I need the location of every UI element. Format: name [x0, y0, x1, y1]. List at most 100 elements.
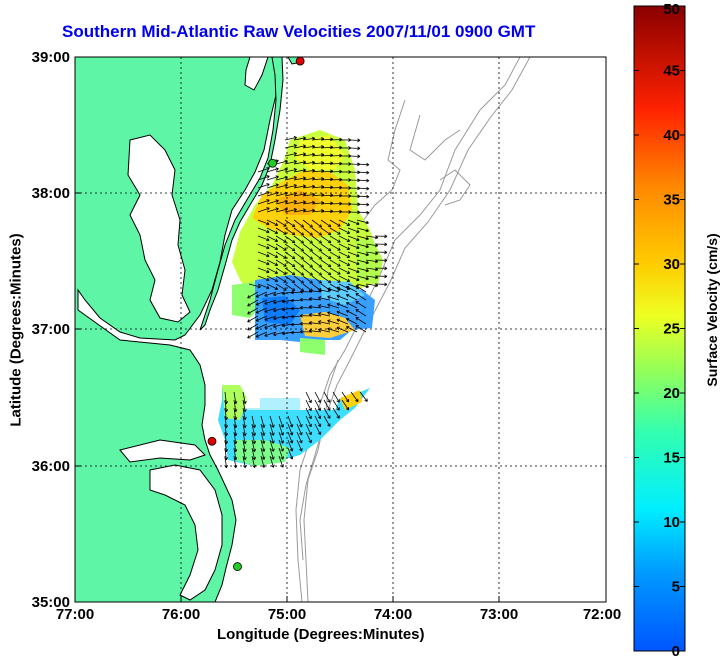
colorbar-label: Surface Velocity (cm/s) — [704, 233, 720, 387]
velocity-arrows — [224, 136, 388, 469]
velocity-arrow — [296, 415, 303, 428]
y-axis-label: Latitude (Degrees:Minutes) — [7, 233, 25, 427]
velocity-arrow — [336, 302, 349, 309]
velocity-arrow — [302, 219, 313, 228]
velocity-arrow — [338, 227, 351, 234]
velocity-arrow — [287, 439, 294, 452]
velocity-arrow — [266, 207, 279, 213]
colorbar — [633, 5, 686, 652]
velocity-arrow — [260, 439, 266, 452]
velocity-arrow — [356, 186, 370, 191]
velocity-arrow — [284, 176, 297, 181]
velocity-arrow — [302, 267, 313, 276]
velocity-arrow — [269, 431, 275, 444]
velocity-arrow — [257, 251, 270, 258]
velocity-arrow — [329, 275, 341, 283]
velocity-arrow — [308, 304, 322, 309]
velocity-arrow — [329, 259, 341, 267]
velocity-arrow — [293, 267, 305, 276]
velocity-arrow — [347, 227, 360, 234]
velocity-arrow — [278, 415, 284, 428]
velocity-arrow — [320, 267, 332, 276]
velocity-arrow — [257, 167, 270, 173]
velocity-arrow — [284, 136, 297, 141]
velocity-arrow — [308, 320, 322, 325]
velocity-arrow — [266, 251, 279, 258]
velocity-arrow — [305, 391, 312, 404]
velocity-arrow — [275, 267, 287, 275]
velocity-arrow — [296, 439, 303, 452]
velocity-arrow — [341, 399, 350, 411]
velocity-arrow — [266, 243, 279, 250]
velocity-arrow — [296, 431, 303, 444]
velocity-arrow — [293, 227, 305, 236]
velocity-arrow — [323, 399, 331, 411]
velocity-arrow — [278, 423, 284, 436]
velocity-arrow — [247, 307, 259, 315]
velocity-arrow — [302, 251, 313, 260]
velocity-arrow — [320, 251, 332, 260]
velocity-arrow — [257, 175, 270, 181]
colorbar-tick-label: 10 — [663, 514, 680, 531]
velocity-arrow — [323, 391, 331, 403]
x-tick-label: 72:00 — [583, 606, 621, 623]
velocity-arrow — [305, 399, 312, 412]
velocity-arrow — [266, 227, 279, 234]
grid-lines — [75, 57, 606, 602]
velocity-arrow — [356, 243, 369, 249]
velocity-arrow — [273, 323, 286, 329]
velocity-arrow — [266, 275, 279, 282]
velocity-arrow — [275, 251, 287, 259]
velocity-arrow — [347, 251, 360, 258]
velocity-arrow — [287, 423, 294, 436]
colorbar-ticks: 0 5 10 15 20 25 30 35 40 45 50 — [634, 1, 685, 660]
velocity-arrow — [275, 243, 287, 251]
velocity-arrow — [284, 208, 297, 213]
y-tick-label: 39:00 — [32, 49, 70, 66]
velocity-arrow — [347, 235, 360, 242]
velocity-arrow — [257, 207, 270, 213]
velocity-arrow — [257, 259, 270, 266]
velocity-arrow — [299, 305, 313, 310]
velocity-arrow — [356, 259, 369, 265]
velocity-arrow — [317, 288, 331, 293]
velocity-arrow — [275, 183, 288, 189]
velocity-arrow — [255, 315, 268, 322]
velocity-arrow — [302, 275, 313, 284]
velocity-arrow — [327, 327, 340, 333]
velocity-arrow — [336, 294, 349, 301]
velocity-arrow — [293, 275, 305, 284]
velocity-arrow — [308, 328, 322, 333]
velocity-arrow — [251, 439, 257, 452]
velocity-arrow — [293, 243, 305, 252]
y-tick-label: 35:00 — [32, 594, 70, 611]
velocity-arrow — [305, 423, 312, 436]
velocity-arrow — [247, 299, 259, 307]
velocity-arrow — [284, 283, 296, 292]
velocity-arrow — [302, 227, 313, 236]
velocity-arrow — [356, 251, 369, 257]
velocity-arrow — [356, 219, 369, 225]
velocity-arrow — [305, 407, 312, 420]
velocity-arrow — [293, 251, 305, 260]
velocity-arrow — [374, 258, 388, 263]
velocity-arrow — [269, 415, 275, 428]
x-tick-label: 76:00 — [162, 606, 200, 623]
site-marker — [295, 56, 305, 66]
velocity-arrow — [317, 320, 331, 325]
velocity-arrow — [327, 311, 340, 317]
velocity-arrow — [257, 227, 270, 234]
velocity-arrow — [374, 282, 388, 287]
velocity-arrow — [257, 235, 270, 242]
velocity-arrow — [311, 275, 323, 284]
velocity-arrow — [356, 267, 369, 273]
velocity-arrow — [269, 439, 275, 452]
colorbar-tick-label: 50 — [663, 1, 680, 18]
velocity-arrow — [247, 291, 259, 299]
velocity-arrow — [275, 283, 287, 291]
velocity-arrow — [255, 331, 268, 338]
velocity-arrow — [284, 152, 297, 157]
velocity-arrow — [260, 415, 266, 428]
velocity-arrow — [356, 194, 370, 199]
velocity-arrow — [275, 159, 288, 165]
